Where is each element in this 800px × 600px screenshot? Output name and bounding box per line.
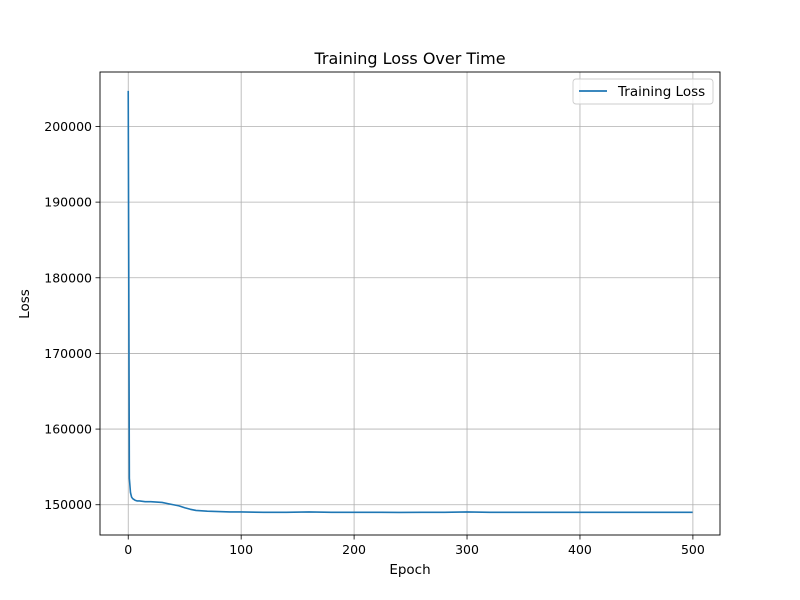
y-tick-label: 200000 (44, 119, 92, 134)
x-tick-label: 200 (342, 542, 366, 557)
x-tick-label: 500 (681, 542, 705, 557)
x-axis-label: Epoch (389, 562, 430, 578)
chart-title: Training Loss Over Time (313, 49, 505, 68)
legend: Training Loss (572, 78, 714, 105)
x-tick-label: 300 (455, 542, 479, 557)
ticks: 0 100 200 300 400 500 150000 160000 170000 180000… (44, 119, 705, 557)
series-line-training-loss (127, 90, 693, 514)
y-tick-label: 170000 (44, 346, 92, 361)
series-layer (127, 90, 693, 514)
x-tick-label: 100 (229, 542, 253, 557)
x-tick-label: 400 (568, 542, 592, 557)
grid (100, 72, 720, 535)
y-tick-label: 180000 (44, 270, 92, 285)
y-tick-label: 150000 (44, 497, 92, 512)
x-tick-label: 0 (124, 542, 132, 557)
legend-label-training-loss: Training Loss (617, 84, 705, 100)
axes-frame (99, 71, 721, 536)
legend-box (572, 78, 714, 105)
y-tick-label: 160000 (44, 422, 92, 437)
y-axis-label: Loss (17, 289, 33, 319)
y-tick-label: 190000 (44, 195, 92, 210)
